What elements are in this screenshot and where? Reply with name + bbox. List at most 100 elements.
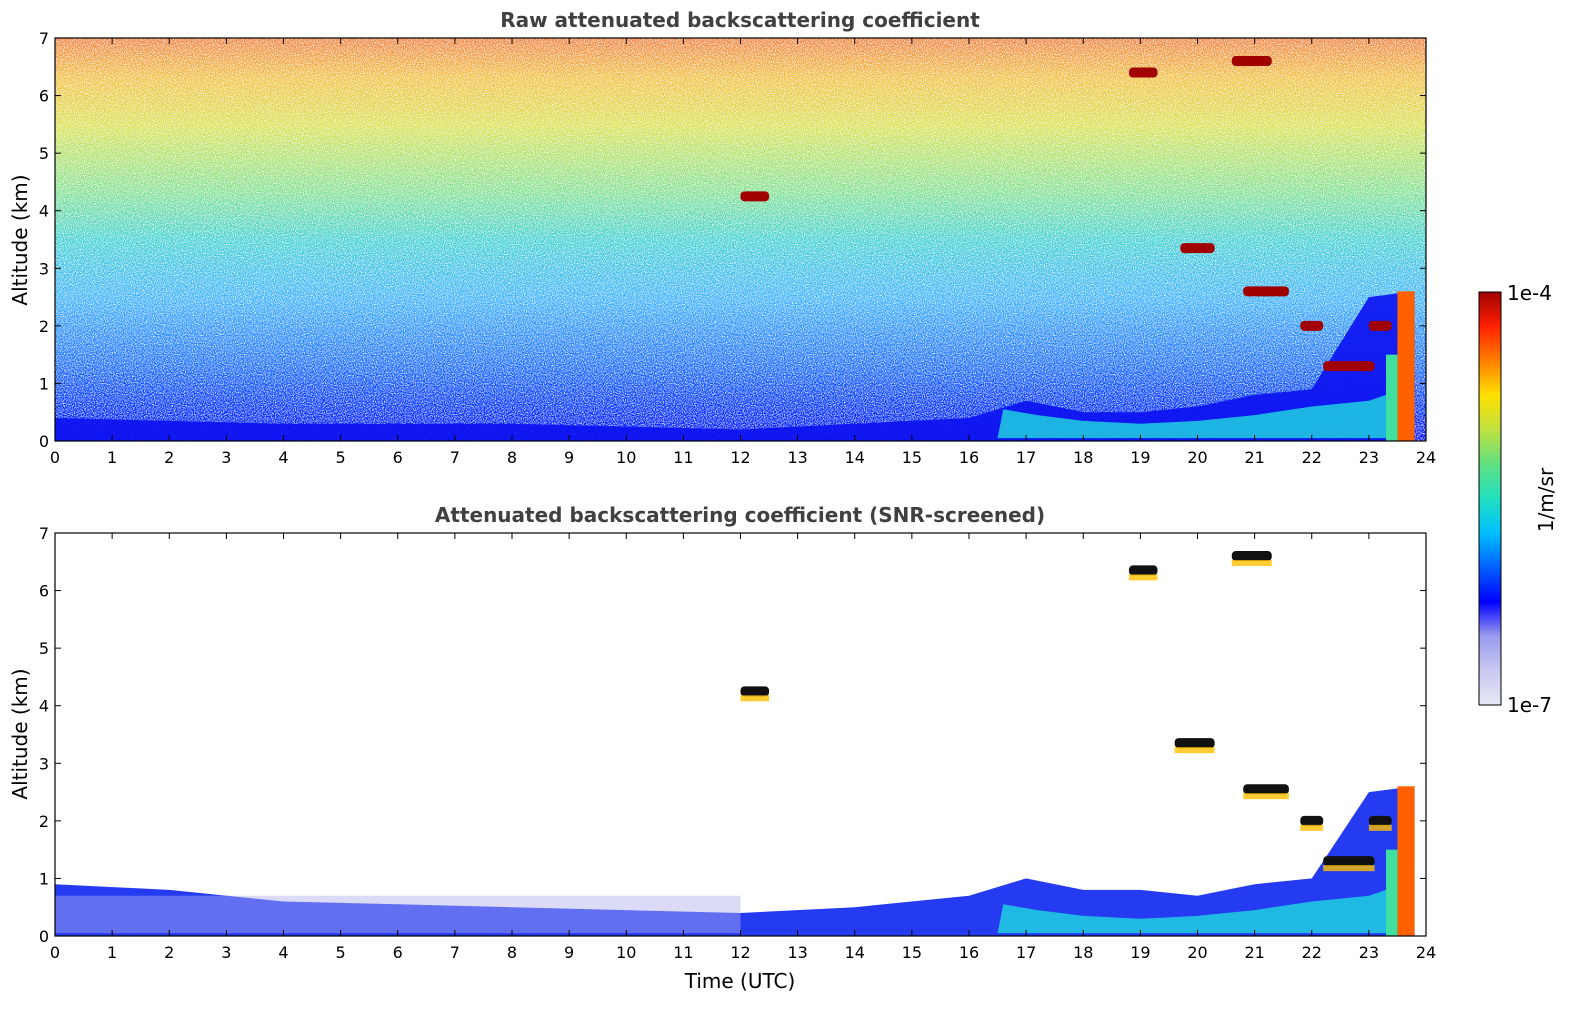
cloud-mark <box>740 191 770 202</box>
x-tick-label: 8 <box>507 448 517 467</box>
colorbar-min-label: 1e-7 <box>1507 693 1552 717</box>
y-tick-label: 4 <box>39 202 49 221</box>
x-tick-label: 6 <box>393 943 403 962</box>
x-tick-label: 0 <box>50 448 60 467</box>
x-tick-label: 18 <box>1073 448 1093 467</box>
raw-boundary-layer <box>55 291 1415 441</box>
x-tick-label: 6 <box>393 448 403 467</box>
x-tick-label: 8 <box>507 943 517 962</box>
ground-layer-strip <box>55 895 741 934</box>
x-tick-label: 10 <box>616 943 636 962</box>
colorbar-max-label: 1e-4 <box>1507 281 1552 305</box>
snr-title: Attenuated backscattering coefficient (S… <box>435 503 1045 527</box>
y-tick-label: 2 <box>39 317 49 336</box>
x-tick-label: 15 <box>902 448 922 467</box>
x-tick-label: 7 <box>450 943 460 962</box>
x-tick-label: 0 <box>50 943 60 962</box>
x-tick-label: 21 <box>1244 943 1264 962</box>
x-tick-label: 18 <box>1073 943 1093 962</box>
x-tick-label: 23 <box>1359 943 1379 962</box>
x-tick-label: 17 <box>1016 943 1036 962</box>
x-tick-label: 16 <box>959 943 979 962</box>
snr-panel: 0 1 2 3 4 5 6 7 8 9 10 11 12 13 14 15 16 17 18 19 20 21 22 23 24… <box>8 503 1436 993</box>
y-tick-label: 0 <box>39 927 49 946</box>
x-tick-label: 21 <box>1244 448 1264 467</box>
aerosol-band <box>997 889 1386 934</box>
cloud-mark <box>1231 551 1272 562</box>
x-tick-label: 4 <box>278 943 288 962</box>
x-axis-label: Time (UTC) <box>684 969 796 993</box>
cloud-mark-edge <box>740 695 770 702</box>
colorbar-bar <box>1478 291 1502 706</box>
x-tick-label: 11 <box>673 448 693 467</box>
y-tick-label: 1 <box>39 374 49 393</box>
snr-cloud-features <box>740 551 1392 872</box>
snr-x-ticks: 0 1 2 3 4 5 6 7 8 9 10 11 12 13 14 15 16 17 18 19 20 21 22 23 24 <box>50 533 1436 962</box>
cloud-mark <box>1174 738 1215 749</box>
colorbar: 1e-4 1e-7 1/m/sr <box>1478 281 1558 717</box>
y-tick-label: 1 <box>39 869 49 888</box>
raw-cloud-features <box>740 56 1392 372</box>
y-tick-label: 6 <box>39 582 49 601</box>
raw-panel: 0 1 2 3 4 5 6 7 8 9 10 11 12 13 14 15 16 17 18 19 20 21 22 23 24… <box>8 8 1436 467</box>
x-tick-label: 11 <box>673 943 693 962</box>
cloud-mark <box>1368 815 1392 826</box>
x-tick-label: 13 <box>787 943 807 962</box>
end-column-edge <box>1386 849 1398 936</box>
y-tick-label: 5 <box>39 144 49 163</box>
x-tick-label: 24 <box>1416 448 1436 467</box>
x-tick-label: 1 <box>107 943 117 962</box>
raw-noise-overlay <box>55 38 1426 441</box>
colorbar-label: 1/m/sr <box>1534 467 1558 532</box>
cloud-mark-edge <box>1231 560 1272 567</box>
x-tick-label: 17 <box>1016 448 1036 467</box>
snr-boundary-layer <box>55 786 1415 936</box>
x-tick-label: 3 <box>221 448 231 467</box>
cloud-mark <box>1323 361 1375 372</box>
cloud-mark-edge <box>1300 824 1324 831</box>
cloud-mark-edge <box>1128 574 1158 581</box>
y-tick-label: 3 <box>39 259 49 278</box>
x-tick-label: 9 <box>564 943 574 962</box>
cloud-mark <box>1323 856 1375 867</box>
cloud-mark <box>1368 320 1392 331</box>
y-tick-label: 3 <box>39 754 49 773</box>
y-tick-label: 4 <box>39 697 49 716</box>
cloud-mark-edge <box>1368 824 1392 831</box>
x-tick-label: 22 <box>1302 943 1322 962</box>
y-tick-label: 0 <box>39 432 49 451</box>
cloud-mark <box>740 686 770 697</box>
x-tick-label: 19 <box>1130 448 1150 467</box>
y-tick-label: 2 <box>39 812 49 831</box>
cloud-mark <box>1128 565 1158 576</box>
y-tick-label: 6 <box>39 87 49 106</box>
cloud-mark <box>1128 67 1158 78</box>
raw-y-label: Altitude (km) <box>8 174 32 305</box>
aerosol-band <box>997 394 1386 439</box>
x-tick-label: 7 <box>450 448 460 467</box>
x-tick-label: 9 <box>564 448 574 467</box>
end-column <box>1397 291 1415 441</box>
x-tick-label: 24 <box>1416 943 1436 962</box>
x-tick-label: 14 <box>845 448 865 467</box>
x-tick-label: 22 <box>1302 448 1322 467</box>
x-tick-label: 12 <box>730 943 750 962</box>
boundary-layer-area <box>55 786 1415 936</box>
x-tick-label: 20 <box>1187 448 1207 467</box>
cloud-mark <box>1300 815 1324 826</box>
x-tick-label: 19 <box>1130 943 1150 962</box>
x-tick-label: 20 <box>1187 943 1207 962</box>
cloud-mark <box>1231 56 1272 67</box>
cloud-mark-edge <box>1243 793 1289 800</box>
y-tick-label: 7 <box>39 29 49 48</box>
cloud-mark-edge <box>1323 865 1375 872</box>
raw-y-ticks: 0 1 2 3 4 5 6 7 <box>39 29 1426 451</box>
cloud-mark <box>1243 784 1289 795</box>
x-tick-label: 15 <box>902 943 922 962</box>
y-tick-label: 5 <box>39 639 49 658</box>
x-tick-label: 14 <box>845 943 865 962</box>
x-tick-label: 13 <box>787 448 807 467</box>
x-tick-label: 12 <box>730 448 750 467</box>
snr-background <box>55 533 1426 936</box>
